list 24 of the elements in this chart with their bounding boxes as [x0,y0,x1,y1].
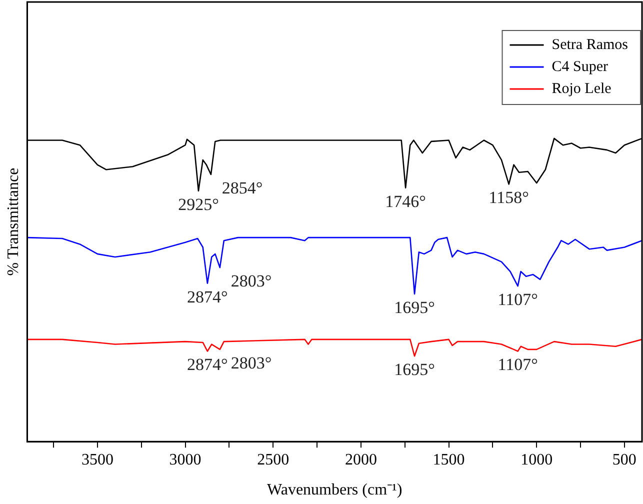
annotation: 2874° [187,355,228,374]
y-axis-title: % Transmittance [4,168,22,276]
annotation: 2854° [222,178,263,198]
legend-label: Setra Ramos [552,36,628,53]
x-tick-label: 3500 [81,451,114,468]
x-tick-label: 1500 [432,451,465,468]
x-tick-label: 2000 [344,451,377,468]
x-tick-label: 500 [612,451,636,468]
annotation: 2803° [230,353,272,372]
x-tick-label: 2500 [257,451,290,468]
annotation: 1695° [394,360,435,380]
annotation: 2874° [187,287,228,306]
x-tick-label: 3000 [169,451,202,468]
annotation: 1158° [488,188,529,208]
annotation: 1107° [498,290,538,310]
annotation: 1695° [394,298,435,317]
x-axis-title: Wavenumbers (cm⁻¹) [267,482,402,499]
annotation: 1746° [385,192,426,211]
legend-label: C4 Super [552,58,608,75]
annotation: 2925° [178,194,219,214]
legend-label: Rojo Lele [552,80,612,97]
annotation: 2803° [230,272,272,291]
x-tick-label: 1000 [520,451,553,468]
annotation: 1107° [498,355,538,374]
